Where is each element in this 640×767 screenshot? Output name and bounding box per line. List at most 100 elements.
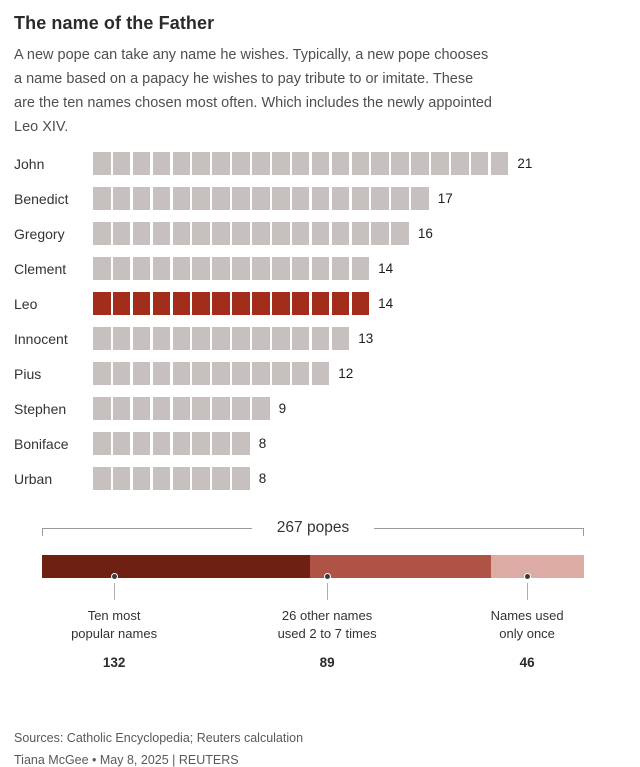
bracket-label: 267 popes bbox=[276, 519, 350, 536]
bar-row: Boniface 8 bbox=[14, 432, 626, 455]
unit-square bbox=[311, 187, 330, 210]
unit-square bbox=[212, 257, 230, 280]
unit-square bbox=[252, 257, 270, 280]
unit-square bbox=[112, 432, 131, 455]
bar-row: Stephen 9 bbox=[14, 397, 626, 420]
category-label: Leo bbox=[14, 295, 38, 312]
unit-square bbox=[371, 152, 389, 175]
unit-square bbox=[212, 327, 230, 350]
unit-squares bbox=[93, 187, 429, 210]
unit-square bbox=[311, 362, 330, 385]
unit-squares bbox=[93, 222, 409, 245]
unit-square bbox=[192, 152, 210, 175]
segment-annotation: 26 other names used 2 to 7 times 89 bbox=[252, 573, 402, 670]
unit-squares bbox=[93, 432, 250, 455]
unit-square bbox=[252, 397, 270, 420]
unit-square bbox=[232, 152, 250, 175]
unit-square bbox=[152, 257, 171, 280]
bar-row: Innocent 13 bbox=[14, 327, 626, 350]
value-label: 14 bbox=[378, 296, 394, 311]
unit-square bbox=[132, 152, 151, 175]
unit-square bbox=[232, 292, 250, 315]
unit-square bbox=[152, 187, 171, 210]
unit-squares bbox=[93, 362, 330, 385]
unit-square bbox=[112, 327, 131, 350]
unit-square bbox=[132, 432, 151, 455]
unit-square bbox=[112, 257, 131, 280]
unit-square bbox=[172, 432, 191, 455]
unit-square bbox=[212, 362, 230, 385]
value-label: 17 bbox=[437, 191, 453, 206]
unit-square bbox=[232, 467, 250, 490]
connector-line bbox=[526, 583, 528, 600]
unit-square bbox=[291, 292, 310, 315]
bar-row: Gregory 16 bbox=[14, 222, 626, 245]
segment-label: Ten most popular names bbox=[71, 608, 158, 641]
stacked-bar bbox=[42, 555, 584, 578]
connector-line bbox=[326, 583, 328, 600]
unit-square bbox=[192, 187, 210, 210]
segment-value: 46 bbox=[519, 655, 535, 670]
unit-square bbox=[132, 222, 151, 245]
unit-square bbox=[470, 152, 489, 175]
unit-square bbox=[112, 397, 131, 420]
unit-square bbox=[112, 187, 131, 210]
unit-square bbox=[192, 397, 210, 420]
unit-square bbox=[212, 222, 230, 245]
unit-square bbox=[152, 292, 171, 315]
marker-dot-icon bbox=[523, 573, 531, 580]
unit-square bbox=[232, 257, 250, 280]
unit-square bbox=[490, 152, 509, 175]
bracket-line-left bbox=[42, 528, 252, 536]
unit-square bbox=[272, 187, 290, 210]
unit-square bbox=[212, 432, 230, 455]
unit-square bbox=[172, 187, 191, 210]
unit-square bbox=[212, 467, 230, 490]
unit-square bbox=[112, 362, 131, 385]
footer: Sources: Catholic Encyclopedia; Reuters … bbox=[14, 731, 626, 767]
unit-square bbox=[192, 257, 210, 280]
unit-square bbox=[331, 292, 350, 315]
unit-square bbox=[132, 467, 151, 490]
unit-square bbox=[451, 152, 469, 175]
segment-label: Names used only once bbox=[490, 608, 564, 641]
value-label: 21 bbox=[517, 156, 533, 171]
unit-square bbox=[411, 187, 429, 210]
unit-squares bbox=[93, 467, 250, 490]
unit-square bbox=[112, 152, 131, 175]
unit-square bbox=[311, 152, 330, 175]
unit-square bbox=[93, 397, 111, 420]
category-label: Pius bbox=[14, 365, 42, 382]
unit-square bbox=[371, 187, 389, 210]
unit-square bbox=[112, 292, 131, 315]
bar-row: Urban 8 bbox=[14, 467, 626, 490]
unit-squares bbox=[93, 327, 350, 350]
unit-square bbox=[192, 292, 210, 315]
unit-square bbox=[93, 432, 111, 455]
unit-square bbox=[212, 187, 230, 210]
unit-square bbox=[152, 467, 171, 490]
unit-square bbox=[192, 222, 210, 245]
unit-square bbox=[132, 257, 151, 280]
unit-square bbox=[232, 432, 250, 455]
category-label: John bbox=[14, 155, 45, 172]
unit-squares bbox=[93, 292, 370, 315]
total-bracket: 267 popes bbox=[42, 517, 584, 538]
unit-square bbox=[311, 292, 330, 315]
unit-square bbox=[112, 467, 131, 490]
unit-square bbox=[212, 397, 230, 420]
unit-square bbox=[272, 152, 290, 175]
unit-square bbox=[172, 152, 191, 175]
pope-names-bar-chart: John 21 Benedict 17 Gregory 16 Clement 14 Leo 14 I… bbox=[14, 152, 626, 490]
unit-square bbox=[331, 152, 350, 175]
unit-square bbox=[331, 187, 350, 210]
unit-square bbox=[371, 222, 389, 245]
unit-square bbox=[152, 397, 171, 420]
chart-title: The name of the Father bbox=[14, 13, 215, 33]
unit-square bbox=[172, 257, 191, 280]
category-label: Stephen bbox=[14, 400, 67, 417]
unit-square bbox=[272, 222, 290, 245]
unit-square bbox=[252, 327, 270, 350]
unit-square bbox=[212, 292, 230, 315]
